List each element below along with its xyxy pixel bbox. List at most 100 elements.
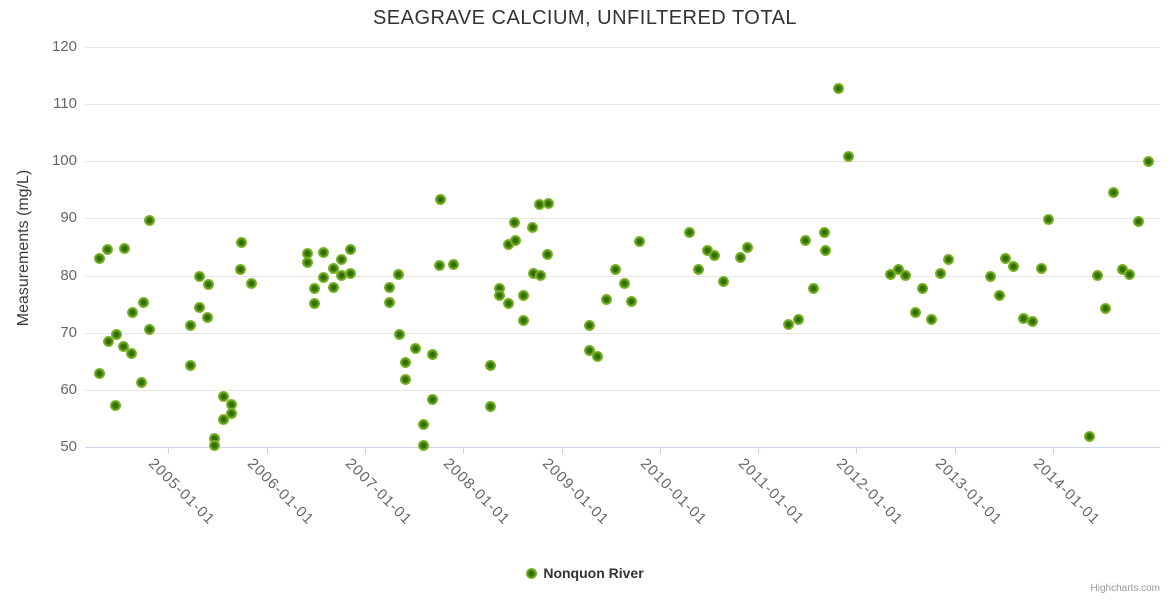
- data-point[interactable]: [309, 297, 321, 309]
- data-point[interactable]: [93, 252, 105, 264]
- data-point[interactable]: [433, 259, 445, 271]
- data-point[interactable]: [993, 289, 1005, 301]
- data-point[interactable]: [1099, 302, 1111, 314]
- data-point[interactable]: [684, 227, 696, 239]
- data-point[interactable]: [301, 247, 313, 259]
- data-point[interactable]: [143, 323, 155, 335]
- data-point[interactable]: [109, 400, 121, 412]
- data-point[interactable]: [1117, 263, 1129, 275]
- data-point[interactable]: [820, 244, 832, 256]
- data-point[interactable]: [118, 340, 130, 352]
- data-point[interactable]: [1108, 187, 1120, 199]
- data-point[interactable]: [917, 282, 929, 294]
- data-point[interactable]: [818, 227, 830, 239]
- data-point[interactable]: [384, 296, 396, 308]
- data-point[interactable]: [793, 313, 805, 325]
- data-point[interactable]: [502, 297, 514, 309]
- data-point[interactable]: [225, 407, 237, 419]
- data-point[interactable]: [208, 432, 220, 444]
- data-point[interactable]: [533, 198, 545, 210]
- data-point[interactable]: [543, 197, 555, 209]
- data-point[interactable]: [528, 268, 540, 280]
- data-point[interactable]: [494, 283, 506, 295]
- legend-item[interactable]: Nonquon River: [0, 563, 1170, 583]
- data-point[interactable]: [843, 150, 855, 162]
- data-point[interactable]: [1133, 215, 1145, 227]
- data-point[interactable]: [301, 256, 313, 268]
- data-point[interactable]: [345, 244, 356, 256]
- data-point[interactable]: [741, 241, 753, 253]
- data-point[interactable]: [517, 315, 529, 327]
- data-point[interactable]: [110, 328, 122, 340]
- data-point[interactable]: [609, 264, 621, 276]
- data-point[interactable]: [400, 356, 412, 368]
- data-point[interactable]: [410, 342, 422, 354]
- data-point[interactable]: [94, 368, 106, 380]
- highcharts-credit-link[interactable]: Highcharts.com: [1090, 583, 1160, 594]
- data-point[interactable]: [1091, 269, 1103, 281]
- data-point[interactable]: [447, 258, 459, 270]
- data-point[interactable]: [999, 252, 1011, 264]
- data-point[interactable]: [317, 271, 329, 283]
- data-point[interactable]: [217, 390, 229, 402]
- data-point[interactable]: [485, 360, 497, 372]
- data-point[interactable]: [535, 269, 546, 281]
- data-point[interactable]: [126, 306, 138, 318]
- data-point[interactable]: [392, 268, 404, 280]
- data-point[interactable]: [136, 376, 148, 388]
- data-point[interactable]: [984, 271, 996, 283]
- data-point[interactable]: [102, 335, 114, 347]
- data-point[interactable]: [418, 419, 430, 431]
- data-point[interactable]: [709, 249, 721, 261]
- data-point[interactable]: [327, 263, 339, 275]
- data-point[interactable]: [619, 278, 631, 290]
- data-point[interactable]: [925, 314, 937, 326]
- data-point[interactable]: [194, 271, 206, 283]
- data-point[interactable]: [701, 244, 713, 256]
- data-point[interactable]: [900, 270, 912, 282]
- data-point[interactable]: [209, 439, 221, 451]
- data-point[interactable]: [592, 350, 604, 362]
- data-point[interactable]: [202, 278, 214, 290]
- data-point[interactable]: [435, 193, 447, 205]
- data-point[interactable]: [542, 248, 553, 260]
- data-point[interactable]: [102, 243, 114, 255]
- data-point[interactable]: [217, 413, 229, 425]
- data-point[interactable]: [184, 360, 196, 372]
- data-point[interactable]: [526, 222, 538, 234]
- data-point[interactable]: [502, 239, 514, 251]
- data-point[interactable]: [509, 216, 521, 228]
- data-point[interactable]: [517, 289, 529, 301]
- data-point[interactable]: [782, 318, 794, 330]
- data-point[interactable]: [934, 268, 946, 280]
- data-point[interactable]: [626, 296, 638, 308]
- data-point[interactable]: [336, 269, 348, 281]
- data-point[interactable]: [417, 440, 429, 452]
- data-point[interactable]: [336, 253, 348, 265]
- data-point[interactable]: [427, 393, 439, 405]
- data-point[interactable]: [734, 251, 746, 263]
- data-point[interactable]: [194, 301, 206, 313]
- data-point[interactable]: [202, 312, 214, 324]
- data-point[interactable]: [1084, 430, 1096, 442]
- data-point[interactable]: [833, 82, 845, 94]
- data-point[interactable]: [393, 328, 405, 340]
- data-point[interactable]: [1143, 156, 1155, 168]
- data-point[interactable]: [1035, 262, 1047, 274]
- data-point[interactable]: [235, 263, 247, 275]
- data-point[interactable]: [126, 347, 138, 359]
- data-point[interactable]: [327, 282, 339, 294]
- data-point[interactable]: [317, 247, 329, 259]
- data-point[interactable]: [1007, 260, 1019, 272]
- data-point[interactable]: [808, 282, 820, 294]
- data-point[interactable]: [137, 296, 149, 308]
- data-point[interactable]: [510, 234, 522, 246]
- data-point[interactable]: [184, 320, 196, 332]
- data-point[interactable]: [800, 235, 812, 247]
- data-point[interactable]: [634, 235, 646, 247]
- data-point[interactable]: [692, 263, 704, 275]
- data-point[interactable]: [884, 268, 896, 280]
- data-point[interactable]: [583, 344, 595, 356]
- data-point[interactable]: [584, 319, 596, 331]
- data-point[interactable]: [892, 263, 904, 275]
